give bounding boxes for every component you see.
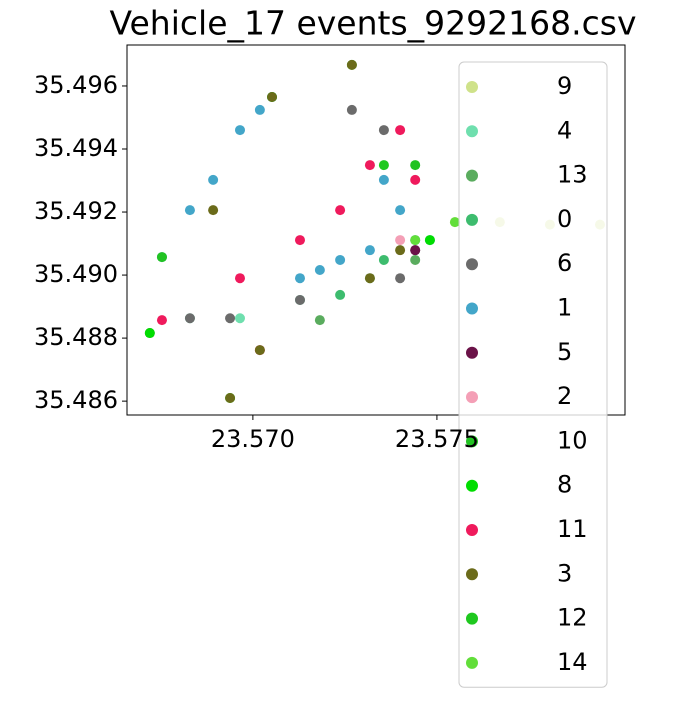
point	[410, 174, 421, 185]
legend-label: 6	[557, 249, 572, 277]
point	[395, 205, 406, 216]
point	[449, 217, 460, 228]
point	[335, 254, 346, 265]
point	[294, 273, 305, 284]
y-tick-label: 35.490	[34, 260, 118, 288]
point	[378, 160, 389, 171]
x-tick-label: 23.575	[395, 425, 479, 453]
point	[184, 205, 195, 216]
legend-label: 12	[557, 604, 588, 632]
legend-swatch	[466, 302, 478, 315]
point	[254, 104, 265, 115]
legend-label: 11	[557, 515, 588, 543]
point	[346, 59, 357, 70]
legend-label: 0	[557, 205, 572, 233]
y-tick-label: 35.496	[34, 71, 118, 99]
point	[294, 235, 305, 246]
legend-label: 13	[557, 161, 588, 189]
legend-label: 10	[557, 426, 588, 454]
point	[335, 205, 346, 216]
y-tick-label: 35.488	[34, 323, 118, 351]
legend-swatch	[466, 391, 478, 404]
legend-label: 5	[557, 338, 572, 366]
legend-swatch	[466, 125, 478, 138]
point	[225, 392, 236, 403]
point	[156, 315, 167, 326]
point	[184, 313, 195, 324]
legend-label: 1	[557, 294, 572, 322]
point	[294, 294, 305, 305]
legend-swatch	[466, 612, 478, 625]
point	[346, 104, 357, 115]
point	[410, 235, 421, 246]
legend-frame	[458, 61, 608, 688]
legend-label: 14	[557, 648, 588, 676]
axes-frame	[126, 44, 626, 416]
point	[395, 245, 406, 256]
legend-swatch	[466, 656, 478, 669]
point	[364, 273, 375, 284]
legend-label: 8	[557, 471, 572, 499]
point	[208, 205, 219, 216]
legend-label: 3	[557, 559, 572, 587]
legend-label: 9	[557, 72, 572, 100]
point	[364, 245, 375, 256]
point	[156, 252, 167, 263]
legend-swatch	[466, 479, 478, 492]
point	[234, 273, 245, 284]
point	[395, 273, 406, 284]
point	[395, 125, 406, 136]
legend-swatch	[466, 258, 478, 271]
legend-label: 2	[557, 382, 572, 410]
point	[395, 235, 406, 246]
chart-title: Vehicle_17 events_9292168.csv	[109, 4, 636, 43]
point	[410, 254, 421, 265]
y-tick-label: 35.494	[34, 134, 118, 162]
point	[378, 254, 389, 265]
legend-swatch	[466, 213, 478, 226]
x-tick-label: 23.570	[211, 425, 295, 453]
y-tick-label: 35.486	[34, 386, 118, 414]
point	[314, 265, 325, 276]
point	[144, 328, 155, 339]
point	[208, 174, 219, 185]
point	[410, 160, 421, 171]
legend: 9 4 13 0 6 1 5 2 10 8 11 3 12 14	[458, 61, 608, 688]
point	[254, 345, 265, 356]
legend-swatch	[466, 346, 478, 359]
point	[378, 174, 389, 185]
legend-swatch	[466, 81, 478, 93]
point	[410, 245, 421, 256]
legend-label: 4	[557, 116, 572, 144]
legend-swatch	[466, 169, 478, 182]
legend-swatch	[466, 435, 478, 448]
point	[234, 125, 245, 136]
point	[314, 315, 325, 326]
point	[234, 313, 245, 324]
point	[267, 92, 278, 103]
point	[424, 235, 435, 246]
point	[378, 125, 389, 136]
y-tick-label: 35.492	[34, 197, 118, 225]
point	[364, 160, 375, 171]
legend-swatch	[466, 568, 478, 581]
legend-swatch	[466, 524, 478, 536]
point	[225, 313, 236, 324]
point	[335, 289, 346, 300]
